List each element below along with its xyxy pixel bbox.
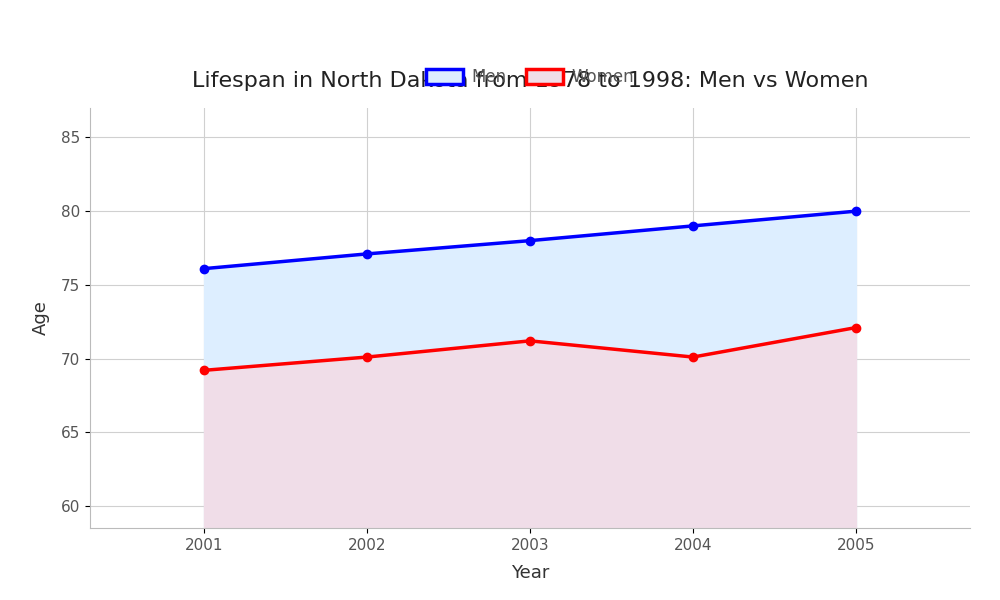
X-axis label: Year: Year [511,564,549,582]
Legend: Men, Women: Men, Women [419,62,641,93]
Title: Lifespan in North Dakota from 1978 to 1998: Men vs Women: Lifespan in North Dakota from 1978 to 19… [192,71,868,91]
Y-axis label: Age: Age [32,301,50,335]
